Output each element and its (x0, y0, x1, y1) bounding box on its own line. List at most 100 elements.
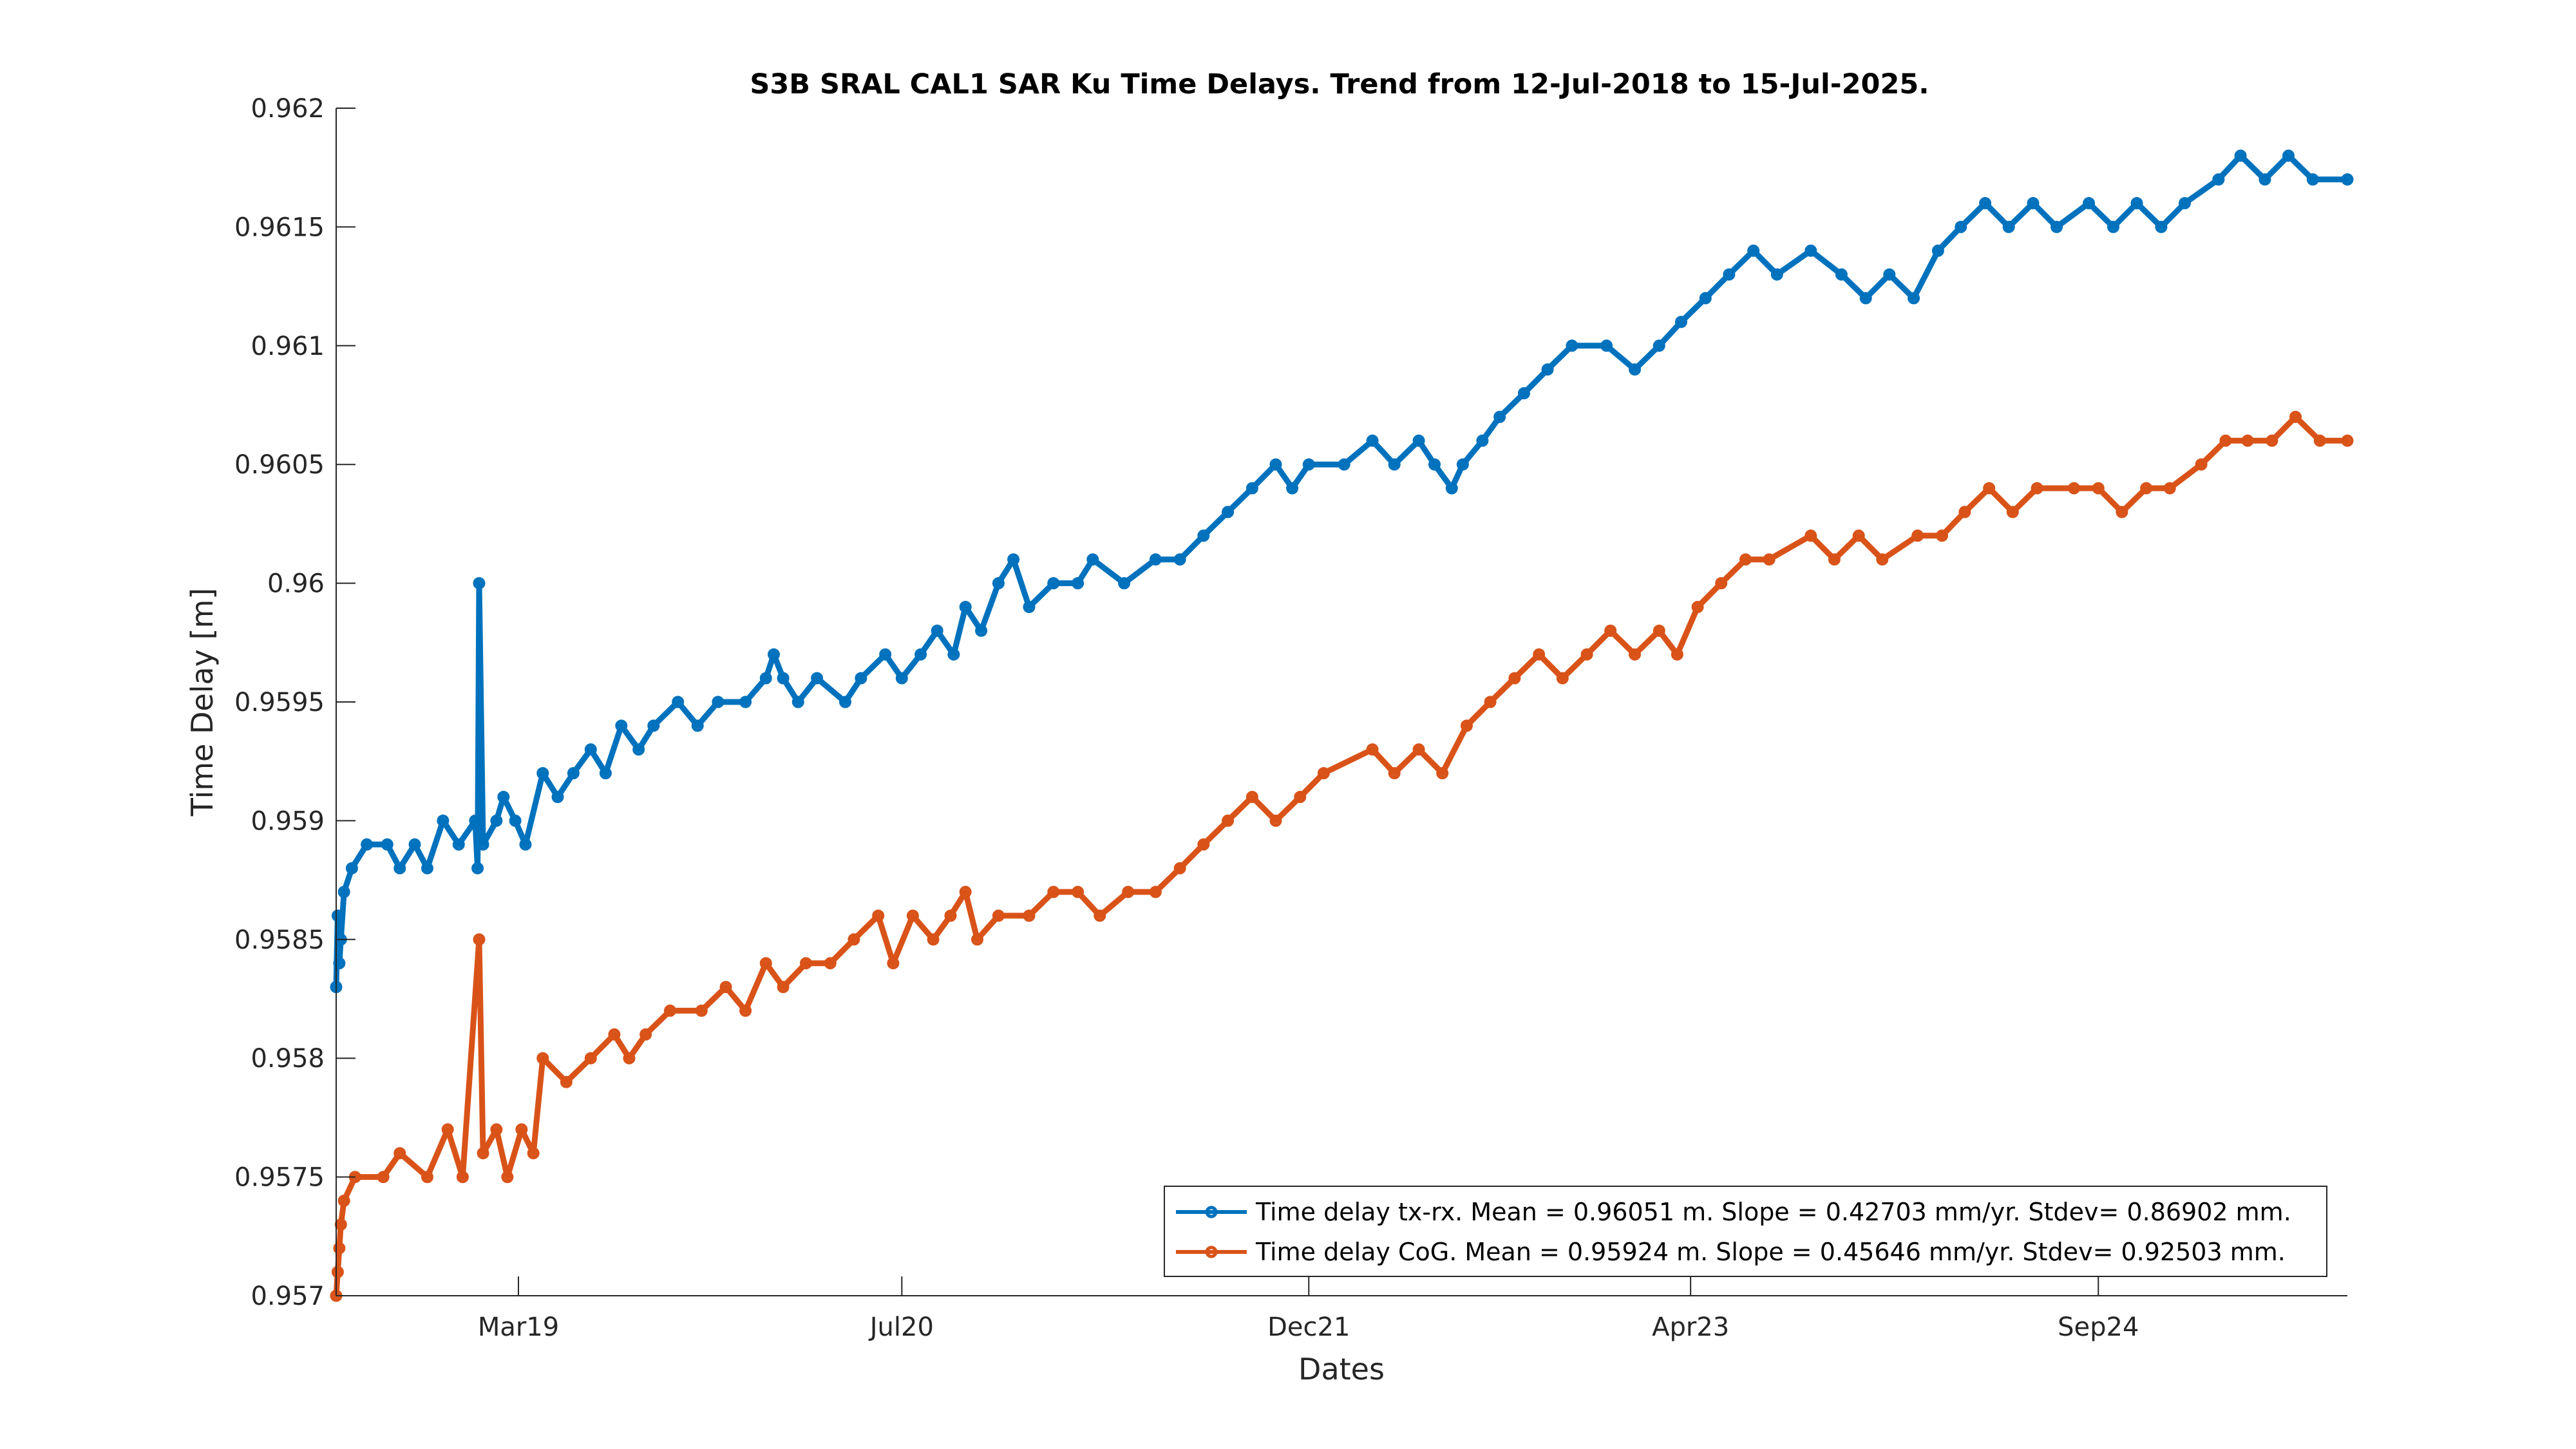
series-0-point-26 (615, 719, 628, 732)
series-0-point-7 (381, 838, 393, 851)
series-1-point-27 (759, 957, 772, 970)
series-0-point-39 (855, 672, 867, 685)
series-1-point-10 (456, 1171, 469, 1184)
series-0-point-59 (1269, 458, 1282, 471)
series-1-point-70 (1763, 553, 1776, 566)
series-0-point-33 (759, 672, 772, 685)
x-tick-label-4: Sep24 (2058, 1312, 2139, 1342)
series-1-point-7 (393, 1147, 406, 1160)
series-1-point-92 (2341, 434, 2354, 447)
series-0-point-21 (536, 767, 549, 780)
series-1-point-17 (536, 1052, 549, 1065)
series-1-point-73 (1852, 529, 1865, 542)
series-0-point-20 (519, 838, 532, 851)
series-0-point-30 (691, 719, 704, 732)
series-0-point-74 (1600, 339, 1613, 352)
series-1-point-50 (1269, 814, 1282, 827)
series-0-point-81 (1770, 268, 1783, 281)
series-1-point-35 (927, 933, 940, 946)
series-line-1 (333, 413, 2351, 1299)
series-0-point-92 (2050, 220, 2063, 233)
series-1-point-46 (1173, 862, 1186, 875)
series-0-point-2 (333, 957, 346, 970)
series-1-point-13 (490, 1123, 503, 1136)
y-tick-label-9: 0.9615 (234, 213, 325, 242)
series-0-point-42 (914, 648, 927, 661)
series-0-point-65 (1412, 434, 1425, 447)
series-1-point-56 (1436, 767, 1449, 780)
series-1-point-72 (1828, 553, 1841, 566)
series-0-point-89 (1979, 197, 1992, 209)
series-0-point-99 (2234, 149, 2247, 162)
series-1-point-82 (2092, 482, 2105, 495)
series-1-point-66 (1671, 648, 1683, 661)
series-0-point-63 (1366, 434, 1379, 447)
series-0-point-46 (975, 624, 988, 637)
series-1-point-39 (992, 909, 1005, 922)
series-0-point-29 (672, 696, 685, 708)
series-1-point-49 (1245, 791, 1258, 803)
series-1-point-34 (906, 909, 919, 922)
series-0-point-19 (509, 814, 522, 827)
series-1-point-89 (2266, 434, 2278, 447)
series-1-point-42 (1072, 886, 1084, 898)
series-0-point-82 (1804, 244, 1817, 257)
series-1-point-2 (333, 1242, 346, 1255)
series-0-point-69 (1476, 434, 1489, 447)
series-1-point-8 (421, 1171, 433, 1184)
series-1-point-31 (848, 933, 860, 946)
series-1-point-59 (1508, 672, 1521, 685)
series-0-point-70 (1493, 410, 1506, 423)
series-1-point-55 (1412, 743, 1425, 756)
series-1-point-29 (800, 957, 812, 970)
series-1-point-48 (1222, 814, 1235, 827)
series-1-point-25 (719, 981, 732, 994)
series-0-point-100 (2259, 173, 2271, 186)
series-1-point-78 (1983, 482, 1996, 495)
legend-marker-cog (1205, 1245, 1218, 1258)
series-1-point-44 (1122, 886, 1135, 898)
series-1-point-28 (777, 981, 790, 994)
chart-title: S3B SRAL CAL1 SAR Ku Time Delays. Trend … (750, 68, 1929, 100)
series-1-point-62 (1580, 648, 1593, 661)
series-0-point-84 (1859, 292, 1872, 305)
series-1-point-63 (1604, 624, 1617, 637)
series-1-point-90 (2289, 410, 2302, 423)
series-1-point-61 (1556, 672, 1569, 685)
series-0-point-15 (473, 577, 486, 590)
series-0-point-47 (992, 577, 1005, 590)
series-0-point-86 (1908, 292, 1920, 305)
y-tick-label-8: 0.961 (251, 332, 325, 361)
series-0 (330, 149, 2354, 994)
series-0-point-12 (452, 838, 465, 851)
legend-label-tx-rx: Time delay tx-rx. Mean = 0.96051 m. Slop… (1255, 1198, 2291, 1226)
series-0-point-45 (959, 601, 972, 613)
series-1-point-84 (2140, 482, 2153, 495)
series-0-point-17 (490, 814, 503, 827)
series-0-point-41 (895, 672, 908, 685)
series-1-point-30 (824, 957, 837, 970)
series-1-point-37 (959, 886, 972, 898)
x-tick-label-2: Dec21 (1267, 1312, 1350, 1342)
series-1-point-65 (1653, 624, 1665, 637)
series-0-point-75 (1629, 363, 1641, 376)
series-1-point-36 (944, 909, 957, 922)
series-1-point-15 (515, 1123, 528, 1136)
series-0-point-91 (2027, 197, 2040, 209)
series-1-point-85 (2163, 482, 2176, 495)
series-0-point-14 (471, 862, 484, 875)
series-1-point-58 (1484, 696, 1497, 708)
series-0-point-98 (2212, 173, 2225, 186)
series-0-point-68 (1456, 458, 1469, 471)
series-1-point-69 (1739, 553, 1752, 566)
series-0-point-73 (1566, 339, 1578, 352)
series-0-point-71 (1518, 387, 1530, 400)
series-1-point-9 (441, 1123, 454, 1136)
series-1-point-33 (887, 957, 900, 970)
plot-area (336, 108, 2347, 1296)
series-0-point-97 (2179, 197, 2191, 209)
series-1-point-38 (971, 933, 983, 946)
series-1-point-74 (1876, 553, 1889, 566)
series-0-point-101 (2282, 149, 2295, 162)
series-1-point-43 (1094, 909, 1106, 922)
